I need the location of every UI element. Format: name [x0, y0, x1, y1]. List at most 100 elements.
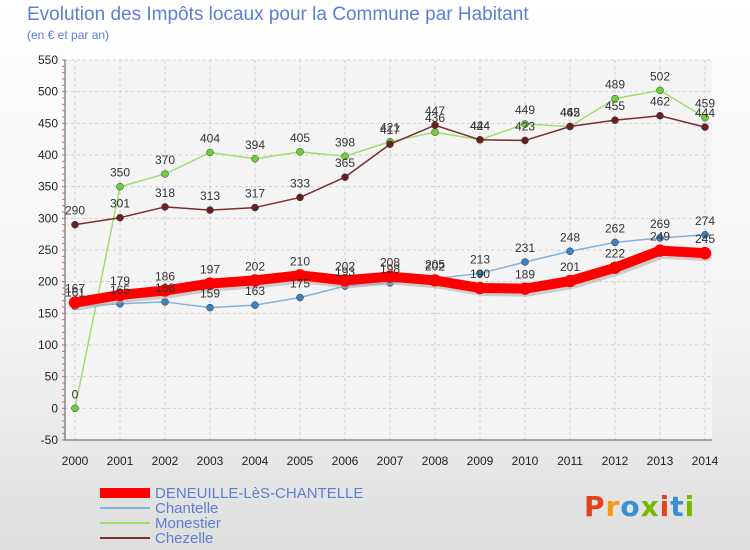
y-tick-label: 0 [51, 401, 58, 415]
data-point-chezelle [161, 203, 169, 211]
proxiti-logo: Proxiti [584, 490, 696, 523]
axis-layer: -50 0 50 100 150 200 250 300 350 400 450 500 550 2000… [38, 53, 719, 468]
data-point-deneuille-l-s-chantelle [698, 246, 712, 260]
data-point-deneuille-l-s-chantelle [338, 274, 352, 287]
data-point-chantelle [251, 301, 259, 309]
data-point-chezelle [611, 116, 619, 124]
data-point-monestier [431, 128, 439, 136]
x-tick-label: 2011 [557, 454, 583, 468]
data-label-deneuille-l-s-chantelle: 222 [605, 247, 625, 261]
data-label-monestier: 350 [110, 166, 130, 180]
x-tick-label: 2006 [332, 454, 359, 468]
data-label-chezelle: 455 [605, 99, 625, 113]
data-point-monestier [161, 170, 169, 178]
legend-label: Chezelle [155, 530, 213, 547]
data-point-chantelle [611, 238, 619, 247]
data-label-deneuille-l-s-chantelle: 201 [560, 260, 580, 274]
x-tick-label: 2012 [602, 454, 629, 468]
y-tick-label: 50 [45, 370, 59, 384]
data-label-chantelle: 168 [155, 281, 175, 295]
data-label-chezelle: 462 [650, 95, 670, 109]
data-point-chezelle [656, 111, 664, 120]
y-tick-label: 250 [38, 243, 58, 257]
data-label-deneuille-l-s-chantelle: 202 [335, 259, 355, 273]
y-tick-label: 350 [38, 180, 58, 194]
data-label-deneuille-l-s-chantelle: 167 [65, 282, 85, 296]
data-label-monestier: 405 [290, 131, 310, 145]
chart-title: Evolution des Impôts locaux pour la Comm… [27, 4, 529, 25]
data-label-chantelle: 198 [380, 262, 400, 276]
data-label-chezelle: 444 [695, 106, 715, 120]
data-label-monestier: 424 [470, 119, 490, 133]
data-point-chantelle [206, 303, 214, 312]
data-label-chezelle: 444 [470, 119, 490, 133]
data-label-deneuille-l-s-chantelle: 202 [425, 259, 445, 273]
legend-label: Chantelle [155, 500, 218, 517]
data-point-deneuille-l-s-chantelle [563, 274, 577, 288]
x-tick-label: 2005 [287, 454, 314, 468]
data-label-chantelle: 175 [290, 277, 310, 291]
y-tick-label: 150 [38, 306, 58, 320]
data-label-chezelle: 462 [560, 106, 580, 120]
data-label-chezelle: 417 [380, 123, 400, 137]
data-label-monestier: 502 [650, 69, 670, 83]
data-point-deneuille-l-s-chantelle [383, 270, 397, 283]
data-point-chantelle [161, 298, 169, 306]
data-point-monestier [251, 155, 259, 163]
x-tick-label: 2003 [197, 454, 224, 468]
data-label-monestier: 421 [380, 121, 400, 135]
x-tick-label: 2007 [377, 454, 404, 468]
plot-area [65, 60, 712, 440]
data-label-chantelle: 269 [650, 217, 670, 231]
legend-label: DENEUILLE-LèS-CHANTELLE [155, 485, 363, 502]
data-point-deneuille-l-s-chantelle [653, 244, 667, 257]
data-point-monestier [521, 120, 529, 128]
data-point-monestier [611, 94, 619, 103]
y-tick-label: 450 [38, 116, 58, 130]
y-tick-label: -50 [41, 433, 59, 447]
data-point-deneuille-l-s-chantelle [428, 274, 442, 287]
data-point-chezelle [431, 121, 439, 129]
data-point-chezelle [386, 140, 394, 148]
data-point-monestier [656, 86, 664, 95]
data-point-chantelle [521, 258, 529, 266]
data-point-chezelle [566, 122, 574, 131]
data-label-monestier: 459 [695, 97, 715, 111]
data-point-chezelle [251, 203, 259, 212]
x-tick-label: 2014 [692, 454, 719, 468]
data-point-chezelle [296, 193, 304, 202]
data-label-chezelle: 423 [515, 119, 535, 133]
data-label-chezelle: 365 [335, 156, 355, 170]
data-label-monestier: 0 [72, 387, 79, 401]
y-tick-label: 200 [38, 275, 58, 289]
data-label-monestier: 404 [200, 131, 220, 145]
data-point-chantelle [701, 231, 709, 239]
x-tick-label: 2010 [512, 454, 539, 468]
data-label-chantelle: 262 [605, 221, 625, 235]
legend-label: Monestier [155, 515, 221, 532]
data-point-monestier [116, 182, 124, 191]
data-label-layer: 0 350 370 404 394 405 398 421 436 424 449 445 489 502… [65, 69, 715, 401]
data-label-monestier: 370 [155, 153, 175, 167]
data-point-chezelle [476, 136, 484, 144]
data-label-deneuille-l-s-chantelle: 208 [380, 256, 400, 270]
x-tick-label: 2002 [152, 454, 179, 468]
data-label-chantelle: 274 [695, 214, 715, 228]
data-label-chantelle: 193 [335, 265, 355, 279]
y-tick-label: 400 [38, 148, 58, 162]
chart-subtitle: (en € et par an) [27, 28, 110, 42]
data-point-monestier [701, 113, 709, 122]
data-label-chantelle: 248 [560, 230, 580, 244]
data-point-chezelle [341, 173, 349, 181]
data-label-chantelle: 163 [245, 284, 265, 298]
y-tick-label: 300 [38, 211, 58, 225]
data-label-deneuille-l-s-chantelle: 197 [200, 263, 220, 277]
data-label-chantelle: 231 [515, 241, 535, 255]
data-label-deneuille-l-s-chantelle: 189 [515, 268, 535, 282]
data-point-chezelle [71, 220, 79, 229]
data-point-chezelle [116, 213, 124, 222]
data-point-monestier [341, 152, 349, 161]
data-label-monestier: 394 [245, 138, 265, 152]
data-label-chantelle: 165 [110, 283, 130, 297]
data-label-chezelle: 318 [155, 186, 175, 200]
